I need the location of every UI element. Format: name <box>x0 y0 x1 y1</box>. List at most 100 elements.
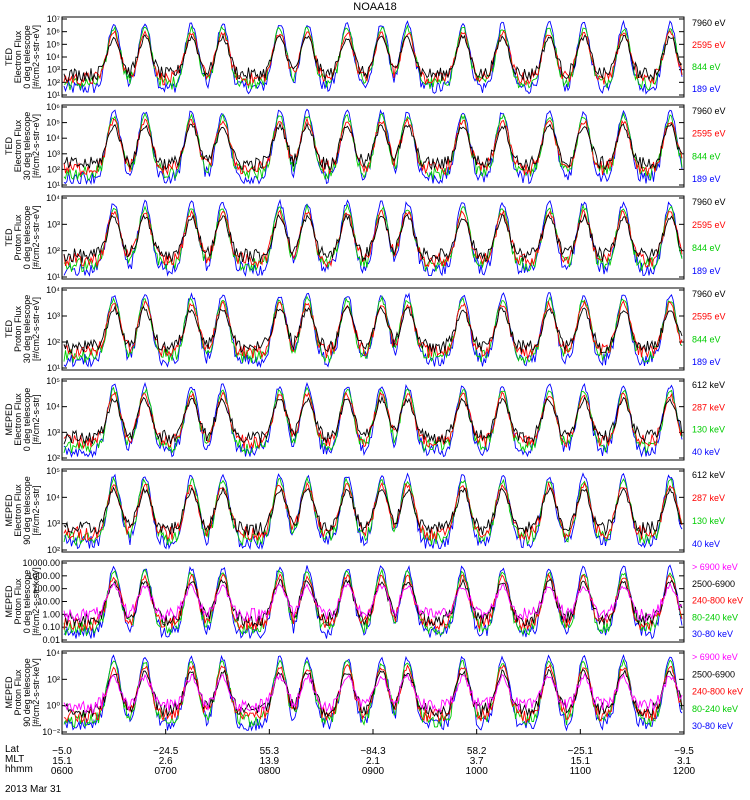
legend-entry: 30-80 keV <box>692 629 733 639</box>
legend-entry: 287 keV <box>692 402 725 412</box>
y-tick-label: 10⁶ <box>46 102 60 112</box>
y-axis-label: [#/cm2-s-str-eV] <box>31 25 41 89</box>
y-axis-label: Electron Flux <box>13 393 23 446</box>
legend-entry: 844 eV <box>692 151 721 161</box>
y-tick-label: 10⁵ <box>46 466 60 476</box>
y-tick-label: 10³ <box>47 65 60 75</box>
x-tick-label-lat: −84.3 <box>360 746 386 757</box>
y-tick-label: 10⁴ <box>46 285 60 295</box>
y-tick-label: 10² <box>47 545 60 555</box>
x-tick-label-mlt: 13.9 <box>260 756 280 767</box>
legend-entry: 2500-6900 <box>692 579 735 589</box>
x-tick-label-mlt: 15.1 <box>571 756 591 767</box>
y-tick-label: 10² <box>47 453 60 463</box>
legend-entry: 612 keV <box>692 470 725 480</box>
series-trace <box>63 395 683 446</box>
legend-entry: 80-240 keV <box>692 612 738 622</box>
legend-entry: 2595 eV <box>692 220 726 230</box>
legend-entry: 612 keV <box>692 380 725 390</box>
legend-entry: 80-240 keV <box>692 704 738 714</box>
y-axis-label: Electron Flux <box>13 484 23 537</box>
y-tick-label: 10⁴ <box>46 648 60 658</box>
y-tick-label: 1.00 <box>42 609 60 619</box>
y-tick-label: 10² <box>47 77 60 87</box>
legend-entry: 40 keV <box>692 539 720 549</box>
y-tick-label: 10⁵ <box>46 376 60 386</box>
y-axis-label: TED <box>4 319 14 338</box>
y-axis-label: [#/cm2-s-str-eV] <box>31 114 41 178</box>
y-axis-label: 90 deg telescope <box>22 476 32 545</box>
series-trace <box>63 117 683 177</box>
y-tick-label: 10¹ <box>47 272 60 282</box>
y-axis-label: TED <box>4 228 14 247</box>
x-tick-label-hhmm: 1200 <box>673 766 696 777</box>
x-tick-label-hhmm: 0700 <box>155 766 178 777</box>
series-trace <box>63 381 683 459</box>
chart-title: NOAA18 <box>353 1 397 13</box>
y-axis-label: Electron Flux <box>13 119 23 172</box>
y-tick-label: 10⁴ <box>46 52 60 62</box>
panel-6: 10² 10³ 10⁴ 10⁵ MEPED Electron Flux 90 deg tel… <box>4 466 725 555</box>
legend-entry: 240-800 keV <box>692 687 743 697</box>
series-trace <box>63 300 683 360</box>
x-tick-label-lat: −25.1 <box>568 746 594 757</box>
panel-frame <box>61 195 685 280</box>
y-tick-label: 10⁰ <box>46 701 60 711</box>
series-trace <box>63 564 683 640</box>
y-tick-label: 0.01 <box>42 635 60 645</box>
legend-entry: 287 keV <box>692 493 725 503</box>
y-tick-label: 10² <box>47 674 60 684</box>
y-axis-label: Proton Flux <box>13 669 23 716</box>
legend-entry: 2595 eV <box>692 312 726 322</box>
panel-7: 0.01 0.10 1.00 10.00 100.00 1000.00 10000.00 ME… <box>4 558 743 645</box>
y-tick-label: 10¹ <box>47 180 60 190</box>
series-trace <box>63 33 683 83</box>
x-row-label-mlt: MLT <box>5 754 25 765</box>
legend-entry: 7960 eV <box>692 18 726 28</box>
series-trace <box>63 112 683 181</box>
y-axis-label: Proton Flux <box>13 578 23 625</box>
y-axis-label: [#/cm2-s-str-keV] <box>31 567 41 636</box>
y-tick-label: 10² <box>47 164 60 174</box>
x-tick-label-lat: −5.0 <box>52 746 72 757</box>
y-axis-label: Proton Flux <box>13 214 23 261</box>
series-trace <box>63 121 683 172</box>
y-axis-label: MEPED <box>4 585 14 618</box>
y-axis-label: TED <box>4 47 14 66</box>
y-tick-label: 1000.00 <box>27 571 60 581</box>
panel-frame <box>61 378 685 461</box>
legend-entry: 189 eV <box>692 174 721 184</box>
series-trace <box>63 213 683 263</box>
y-axis-label: 0 deg telescope <box>22 25 32 89</box>
x-tick-label-mlt: 15.1 <box>52 756 72 767</box>
panel-2: 10¹ 10² 10³ 10⁴ 10⁵ 10⁶ TED Electron Flux 30 deg… <box>4 102 726 190</box>
panel-4: 10¹ 10² 10³ 10⁴ TED Proton Flux 30 deg telesco… <box>4 285 726 373</box>
y-axis-label: MEPED <box>4 676 14 709</box>
legend-entry: 7960 eV <box>692 106 726 116</box>
legend-entry: 2595 eV <box>692 129 726 139</box>
y-tick-label: 10² <box>47 337 60 347</box>
legend-entry: 189 eV <box>692 266 721 276</box>
x-tick-label-mlt: 2.1 <box>366 756 380 767</box>
x-tick-label-mlt: 3.1 <box>677 756 691 767</box>
series-trace <box>63 208 683 269</box>
y-tick-label: 10³ <box>47 519 60 529</box>
legend-entry: 844 eV <box>692 62 721 72</box>
legend-entry: 130 keV <box>692 516 725 526</box>
y-tick-label: 100.00 <box>32 584 60 594</box>
y-tick-label: 10³ <box>47 427 60 437</box>
series-trace <box>63 386 683 455</box>
x-row-label-lat: Lat <box>5 744 19 755</box>
x-tick-label-hhmm: 1100 <box>570 766 592 777</box>
panel-frame <box>61 104 685 188</box>
y-tick-label: 10⁴ <box>46 133 60 143</box>
date-label: 2013 Mar 31 <box>5 784 62 795</box>
x-tick-label-lat: −9.5 <box>674 746 694 757</box>
y-axis-label: 90 deg telescope <box>22 658 32 727</box>
y-tick-label: 10³ <box>47 149 60 159</box>
x-tick-label-mlt: 2.6 <box>159 756 173 767</box>
panel-8: 10⁻² 10⁰ 10² 10⁴ MEPED Proton Flux 90 deg tele… <box>4 648 743 737</box>
series-trace <box>63 476 683 547</box>
y-tick-label: 10⁴ <box>46 193 60 203</box>
